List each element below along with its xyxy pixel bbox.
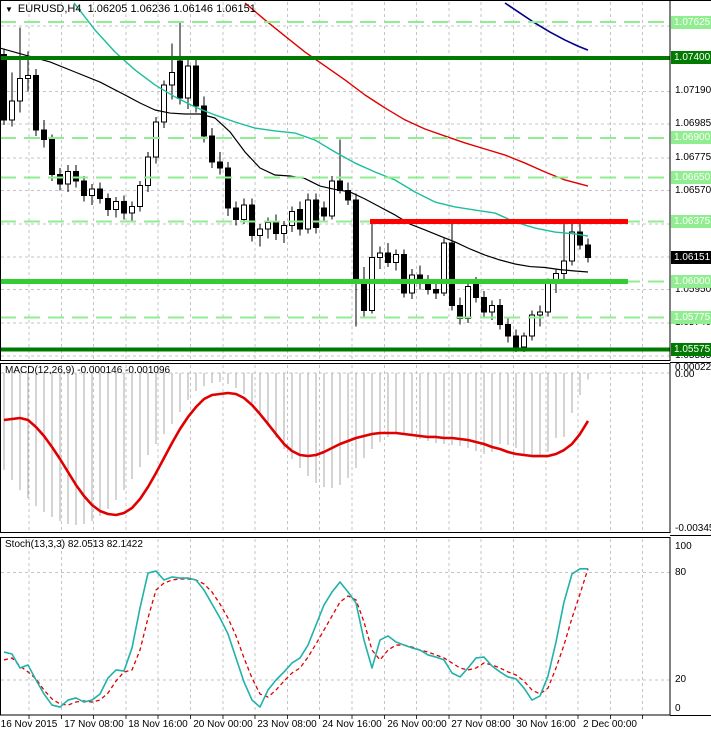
ohlc-readout: 1.06205 1.06236 1.06146 1.06151: [87, 3, 256, 15]
level-price-badge: 1.06650: [671, 171, 711, 185]
macd-signal-line: [3, 391, 590, 517]
price-tick-label: 1.06775: [675, 151, 711, 163]
level-price-badge: 1.06000: [671, 275, 711, 289]
macd-histogram: [3, 373, 589, 525]
time-axis-label: 26 Nov 00:00: [387, 719, 447, 730]
current-price-badge: 1.06151: [671, 250, 711, 264]
price-tick-label: 1.07190: [675, 85, 711, 97]
price-tick-label: 1.06985: [675, 118, 711, 130]
level-price-badge: 1.05575: [671, 342, 711, 356]
stoch-main-line: [3, 568, 588, 708]
symbol-timeframe-label: EURUSD,H4: [17, 3, 82, 15]
time-axis-label: 24 Nov 16:00: [322, 719, 382, 730]
time-axis-label: 27 Nov 08:00: [451, 719, 511, 730]
candles: [1, 21, 591, 352]
time-axis-label: 18 Nov 16:00: [128, 719, 188, 730]
time-axis-label: 20 Nov 00:00: [193, 719, 253, 730]
stoch-axis-label: 80: [675, 567, 687, 578]
ma-fast-black: [0, 47, 589, 273]
level-price-badge: 1.05775: [671, 311, 711, 325]
price-tick-label: 1.05950: [675, 283, 711, 295]
stoch-axis-label: 100: [675, 541, 692, 552]
macd-axis-label: 0.000221: [675, 362, 711, 373]
stoch-axis-label: 0: [675, 703, 681, 714]
level-price-badge: 1.06900: [671, 131, 711, 145]
ma-slowest-blue: [504, 2, 589, 51]
time-axis-label: 30 Nov 16:00: [516, 719, 576, 730]
stoch-panel-border: [0, 537, 671, 716]
main-panel-border: [0, 0, 671, 361]
price-tick-label: 1.06570: [675, 184, 711, 196]
price-levels: [0, 21, 670, 352]
macd-axis-label: 0.00: [675, 369, 695, 380]
stoch-signal-line: [3, 568, 589, 706]
vertical-gridlines: [28, 2, 644, 713]
time-axis-label: 23 Nov 08:00: [257, 719, 317, 730]
level-price-badge: 1.06375: [671, 215, 711, 229]
ma-slow-red: [244, 2, 589, 187]
ma-medium-green: [73, 2, 589, 237]
time-axis-label: 17 Nov 08:00: [64, 719, 124, 730]
time-axis-label: 16 Nov 2015: [0, 719, 58, 730]
stoch-axis-label: 20: [675, 674, 687, 685]
chart-header: ▼ EURUSD,H4 1.06205 1.06236 1.06146 1.061…: [5, 3, 256, 15]
level-price-badge: 1.07625: [671, 15, 711, 29]
level-price-badge: 1.07400: [671, 51, 711, 65]
chart-menu-arrow-icon[interactable]: ▼: [5, 5, 13, 14]
time-axis-label: 2 Dec 00:00: [583, 719, 637, 730]
macd-axis-label: -0.003457: [675, 523, 711, 534]
stoch-indicator-label: Stoch(13,3,3) 82.0513 82.1422: [5, 539, 143, 550]
macd-panel-border: [0, 363, 671, 533]
macd-indicator-label: MACD(12,26,9) -0.000146 -0.001096: [5, 365, 171, 376]
panel-borders: [0, 0, 711, 719]
